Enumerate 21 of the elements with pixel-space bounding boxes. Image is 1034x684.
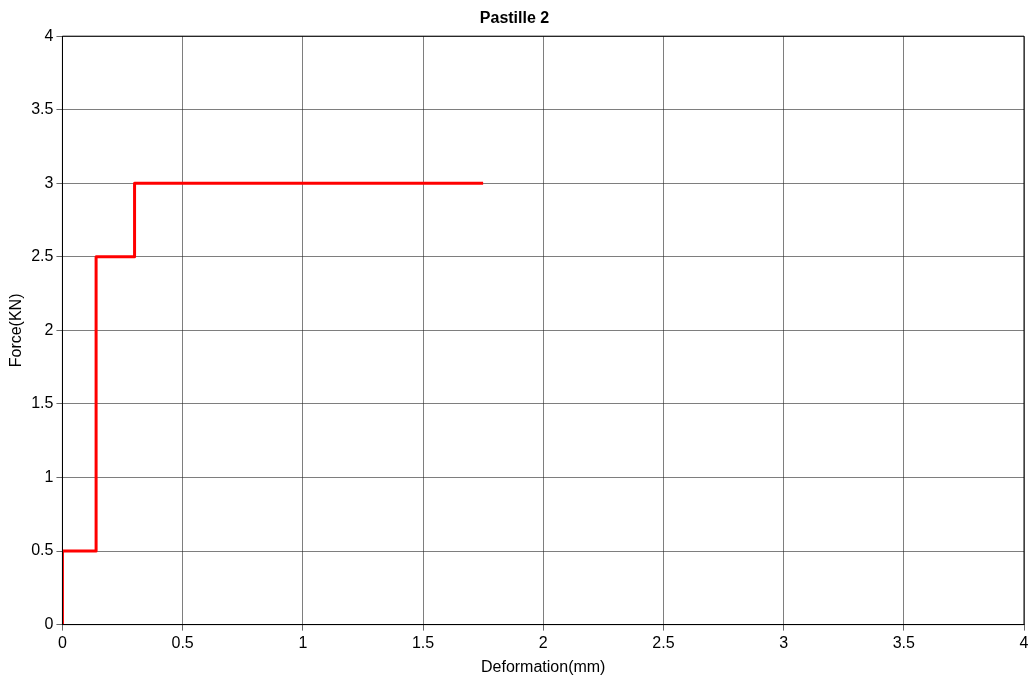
y-axis-title: Force(KN)	[7, 293, 25, 368]
y-tick-label: 2.5	[31, 247, 54, 265]
y-tick-label: 3.5	[31, 100, 54, 118]
y-tick-label: 0	[44, 615, 54, 633]
chart-title: Pastille 2	[479, 9, 550, 27]
y-tick-label: 2	[44, 320, 54, 338]
y-tick-label: 4	[44, 26, 54, 44]
y-tick-label: 0.5	[31, 541, 54, 559]
x-axis-title: Deformation(mm)	[480, 657, 606, 675]
x-tick-label: 0	[57, 633, 67, 651]
x-tick-label: 3.5	[892, 633, 916, 651]
x-tick-label: 0.5	[171, 633, 194, 651]
x-tick-label: 4	[1019, 633, 1029, 651]
x-tick-label: 2	[538, 633, 548, 651]
x-tick-label: 3	[779, 633, 789, 651]
x-tick-label: 1	[298, 633, 308, 651]
x-tick-label: 1.5	[411, 633, 435, 651]
y-tick-label: 1	[44, 467, 54, 485]
y-tick-label: 1.5	[31, 394, 54, 412]
y-tick-label: 3	[44, 173, 54, 191]
x-tick-label: 2.5	[652, 633, 675, 651]
